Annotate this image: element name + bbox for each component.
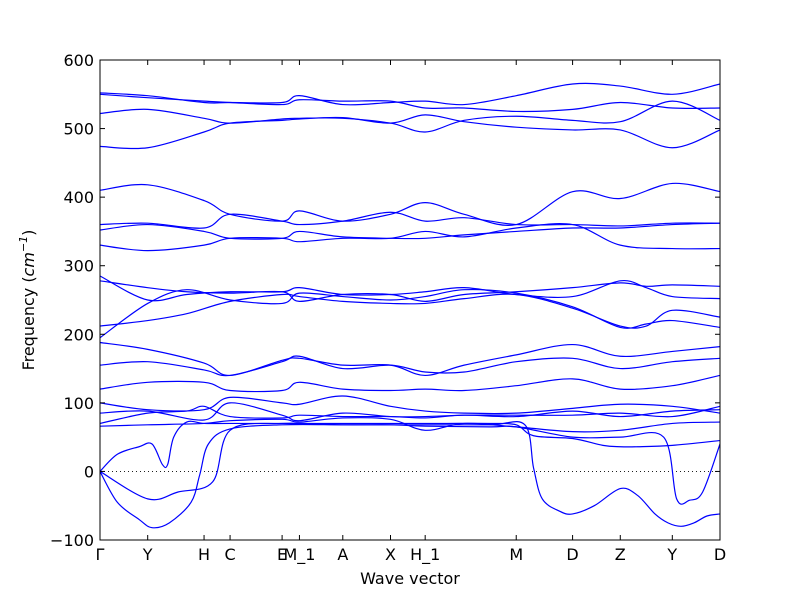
- x-tick-label: C: [224, 545, 235, 564]
- band-line: [100, 222, 720, 240]
- band-line: [100, 182, 720, 226]
- band-line: [100, 275, 720, 302]
- band-line: [100, 341, 720, 377]
- band-lines: [100, 82, 720, 529]
- band-line: [100, 374, 720, 393]
- y-axis-title-text: Frequency (: [19, 276, 38, 370]
- band-line: [100, 417, 720, 433]
- x-tick-label: Z: [615, 545, 626, 564]
- y-tick-label: −100: [50, 531, 94, 550]
- band-line: [100, 100, 720, 133]
- y-tick-label: 0: [84, 462, 94, 481]
- y-axis: −100 0 100 200 300 400 500 600: [50, 51, 720, 550]
- x-axis: Γ Y H C EM_1 A X H_1 M D Z Y D: [96, 60, 726, 565]
- y-tick-label: 400: [63, 188, 94, 207]
- x-tick-label: M_1: [283, 545, 315, 565]
- x-tick-label: Γ: [96, 545, 105, 564]
- y-axis-title-unit: cm: [19, 252, 38, 276]
- band-line: [100, 288, 720, 339]
- band-line: [100, 293, 720, 329]
- y-tick-label: 300: [63, 257, 94, 276]
- band-line: [100, 280, 720, 302]
- x-tick-label: M: [509, 545, 523, 564]
- band-line: [100, 402, 720, 422]
- band-line: [100, 82, 720, 106]
- band-line: [100, 422, 720, 505]
- x-tick-label: D: [714, 545, 726, 564]
- x-tick-label: X: [385, 545, 396, 564]
- x-tick-label: D: [566, 545, 578, 564]
- band-line: [100, 421, 720, 529]
- x-tick-label: E: [277, 545, 287, 564]
- band-line: [100, 355, 720, 377]
- y-axis-title: Frequency (cm−1): [17, 230, 38, 371]
- band-line: [100, 211, 720, 229]
- y-tick-label: 200: [63, 325, 94, 344]
- plot-frame: [99, 59, 721, 541]
- band-line: [100, 395, 720, 415]
- y-tick-label: 500: [63, 120, 94, 139]
- x-tick-label: A: [337, 545, 348, 564]
- x-tick-label: H_1: [410, 545, 440, 565]
- band-line: [100, 420, 720, 472]
- y-axis-title-exponent: −1: [17, 236, 30, 252]
- y-tick-label: 600: [63, 51, 94, 70]
- x-tick-label: Y: [666, 545, 677, 564]
- x-tick-label: Y: [142, 545, 153, 564]
- x-tick-label: H: [198, 545, 210, 564]
- band-line: [100, 93, 720, 113]
- band-line: [100, 405, 720, 425]
- y-tick-label: 100: [63, 394, 94, 413]
- y-axis-title-close: ): [19, 230, 38, 236]
- x-axis-title: Wave vector: [360, 569, 460, 588]
